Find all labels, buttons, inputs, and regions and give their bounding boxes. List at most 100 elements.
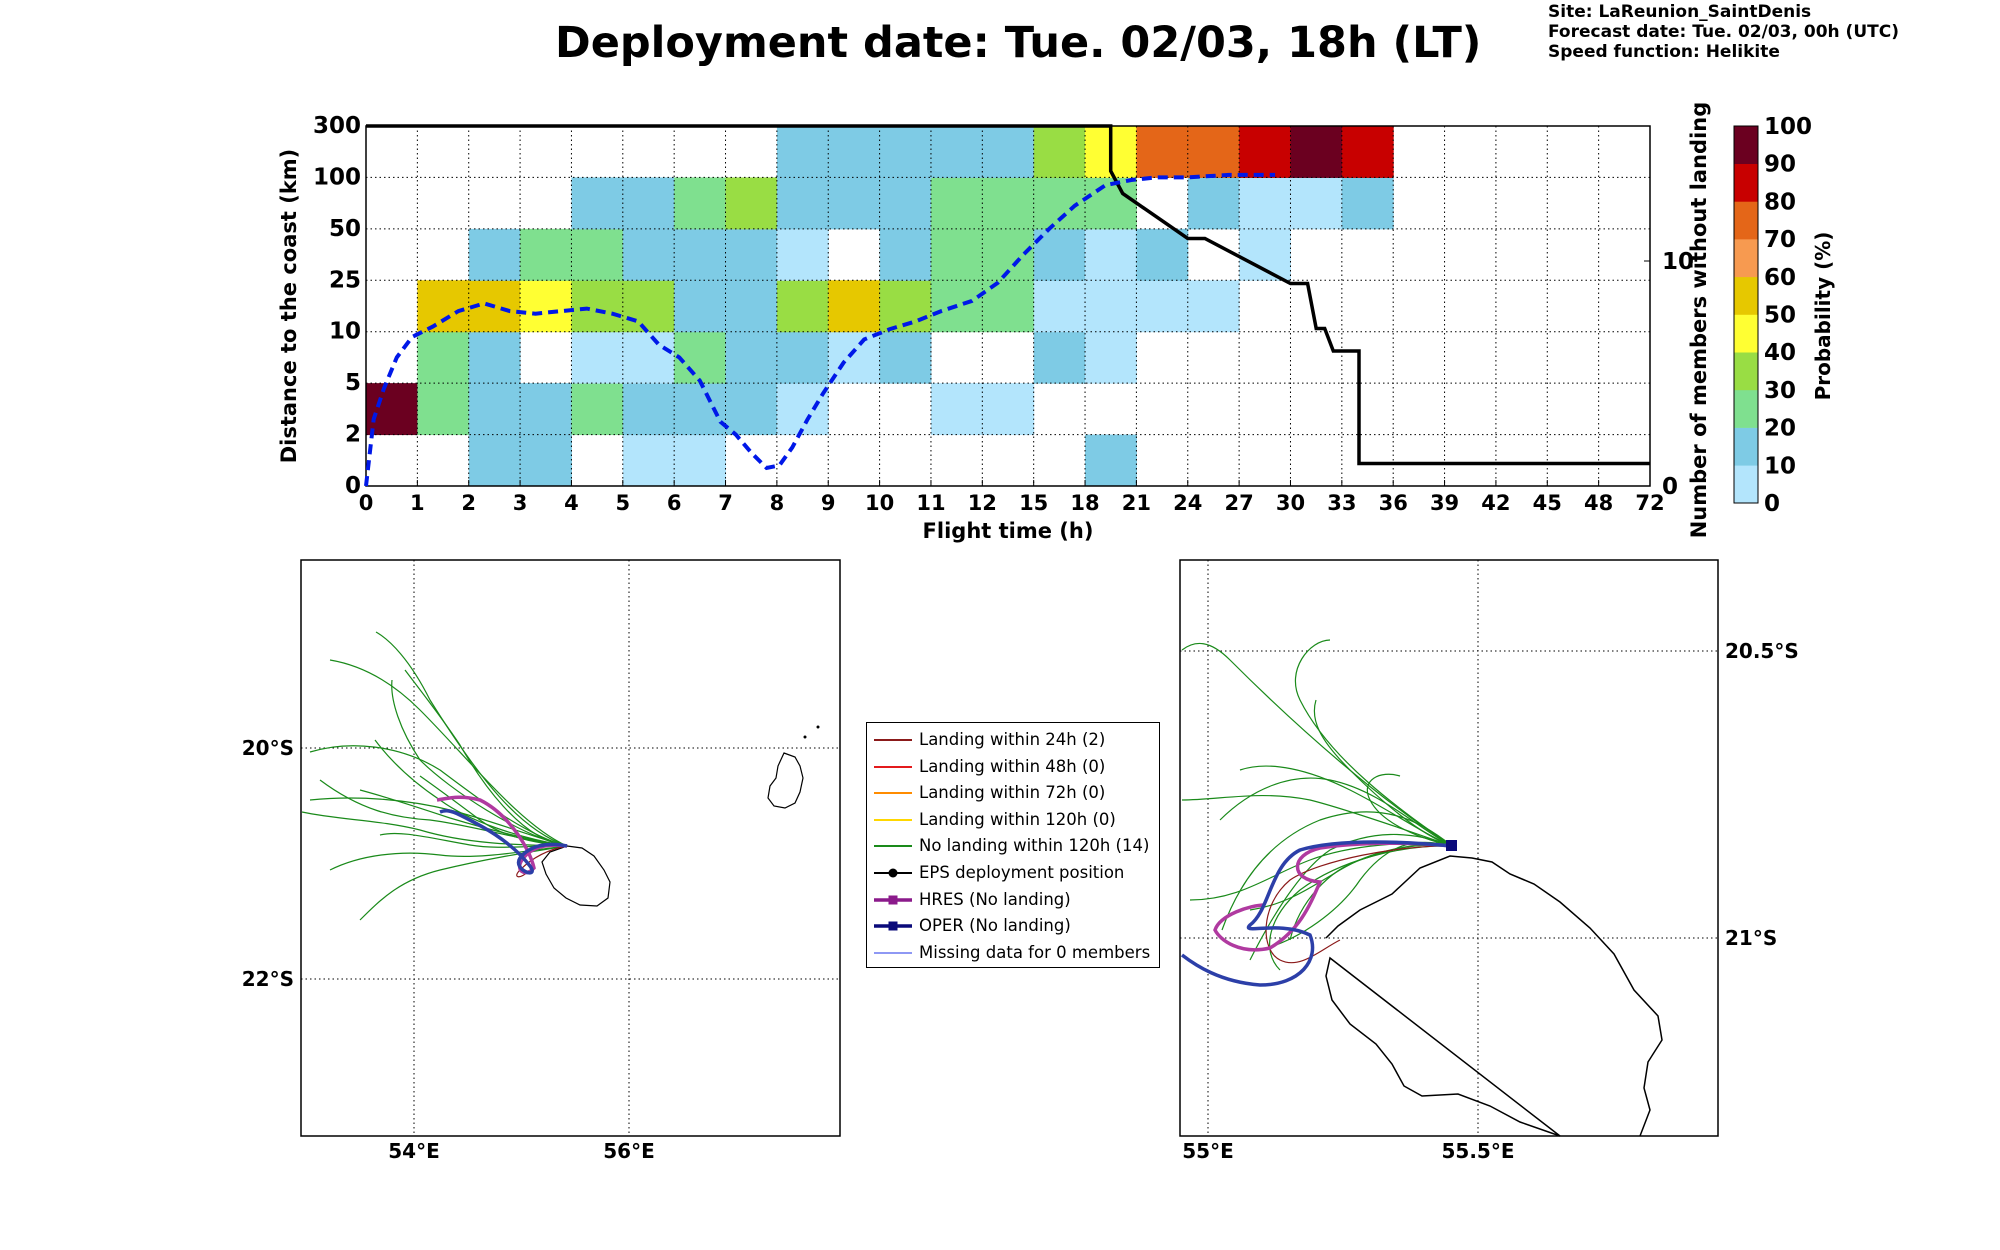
heatmap-cell	[1239, 177, 1291, 230]
heatmap-cell	[930, 228, 983, 281]
right-map-lat-label: 20.5°S	[1725, 639, 1799, 663]
colorbar-tick-label: 90	[1764, 152, 1796, 178]
x-tick-label: 10	[865, 491, 894, 515]
heatmap-cell	[982, 383, 1035, 436]
heatmap-cell	[366, 383, 418, 436]
y2-tick-label: 10	[1662, 249, 1694, 275]
heatmap-cell	[1085, 331, 1137, 384]
islet	[816, 725, 820, 729]
x-tick-label: 45	[1533, 491, 1562, 515]
y-tick-label: 50	[329, 216, 361, 242]
heatmap-cell	[1187, 177, 1240, 230]
right-map-no-landing-trajectory	[1294, 639, 1453, 847]
x-tick-label: 24	[1173, 491, 1202, 515]
legend-swatch	[874, 765, 912, 768]
right-map-deployment-marker	[1446, 840, 1457, 851]
heatmap-cell	[622, 434, 675, 487]
colorbar-tick-label: 10	[1764, 453, 1796, 479]
legend-entry: No landing within 120h (14)	[867, 833, 1159, 859]
heatmap-cell	[776, 383, 829, 436]
y-tick-label: 300	[313, 113, 361, 139]
heatmap-cell	[520, 383, 572, 436]
heatmap-cell	[622, 228, 675, 281]
page-title: Deployment date: Tue. 02/03, 18h (LT)	[555, 18, 1482, 68]
y-axis-label: Distance to the coast (km)	[277, 149, 301, 464]
left-map-no-landing-trajectory	[319, 779, 568, 847]
right-map-no-landing-trajectory	[1249, 844, 1453, 911]
x-tick-label: 0	[359, 491, 374, 515]
heatmap-cell	[571, 177, 624, 230]
heatmap-cell	[1136, 228, 1189, 281]
colorbar-tick-label: 100	[1764, 114, 1812, 140]
heatmap-cell	[1187, 280, 1240, 333]
right-map-no-landing-trajectory	[1239, 765, 1453, 847]
heatmap-cell	[982, 280, 1035, 333]
heatmap-cell	[879, 126, 932, 178]
y2-axis-label: Number of members without landing	[1687, 102, 1711, 539]
right-map-no-landing-trajectory	[1219, 777, 1453, 847]
heatmap-cell	[1341, 126, 1394, 178]
legend-entry: EPS deployment position	[867, 860, 1159, 886]
x-tick-label: 18	[1070, 491, 1099, 515]
heatmap-cell	[725, 228, 778, 281]
speed-function-label: Speed function: Helikite	[1548, 42, 1780, 62]
heatmap-cell	[674, 383, 727, 436]
heatmap-cell	[879, 228, 932, 281]
heatmap-cell	[1187, 126, 1240, 178]
colorbar-tick-label: 40	[1764, 340, 1796, 366]
y-tick-label: 100	[313, 164, 361, 190]
legend-swatch	[874, 921, 912, 931]
heatmap-cell	[1085, 177, 1137, 230]
colorbar-segment	[1734, 427, 1758, 466]
heatmap-cell	[468, 434, 521, 487]
heatmap-cell	[1033, 126, 1086, 178]
right-map-no-landing-trajectory	[1249, 833, 1453, 961]
right-map-frame	[1179, 559, 1719, 1137]
heatmap-cell	[1136, 280, 1189, 333]
heatmap-cell	[622, 280, 675, 333]
legend-entry-label: Landing within 48h (0)	[919, 756, 1106, 776]
heatmap-cell	[571, 331, 624, 384]
heatmap-cell	[417, 383, 470, 436]
heatmap-cell	[674, 331, 727, 384]
colorbar-segment	[1734, 126, 1758, 164]
legend-entry-label: HRES (No landing)	[919, 889, 1071, 909]
colorbar-segment	[1734, 389, 1758, 428]
x-tick-label: 7	[718, 491, 733, 515]
heatmap-cell	[520, 280, 572, 333]
heatmap-cell	[1290, 126, 1343, 178]
colorbar-tick-label: 0	[1764, 491, 1780, 517]
heatmap-cell	[725, 383, 778, 436]
legend-entry: Landing within 24h (2)	[867, 727, 1159, 753]
x-tick-label: 15	[1019, 491, 1048, 515]
colorbar-segment	[1734, 314, 1758, 353]
heatmap-cell	[674, 228, 727, 281]
reunion-coastline	[1325, 855, 1663, 1137]
heatmap-cell	[982, 126, 1035, 178]
right-map-no-landing-trajectory	[1181, 794, 1453, 847]
legend-entry-label: Landing within 120h (0)	[919, 809, 1116, 829]
left-map-oper-trajectory	[439, 809, 568, 875]
x-tick-label: 21	[1122, 491, 1151, 515]
x-tick-label: 42	[1481, 491, 1510, 515]
x-tick-label: 4	[564, 491, 579, 515]
heatmap-cell	[571, 383, 624, 436]
reunion-island-small	[541, 845, 611, 907]
left-map-no-landing-trajectory	[391, 679, 568, 847]
heatmap-cell	[571, 228, 624, 281]
right-map-lat-label: 21°S	[1725, 926, 1777, 950]
right-map-no-landing-trajectory	[1189, 842, 1453, 901]
colorbar-tick-label: 60	[1764, 265, 1796, 291]
left-map-no-landing-trajectory	[301, 811, 568, 847]
x-axis-label: Flight time (h)	[923, 519, 1094, 543]
legend-swatch	[874, 739, 912, 741]
heatmap-cell	[571, 280, 624, 333]
legend-entry-label: EPS deployment position	[919, 863, 1125, 882]
right-map-landing-trajectory	[1265, 845, 1453, 964]
legend-swatch	[874, 818, 912, 821]
right-map-no-landing-trajectory	[1259, 841, 1453, 951]
heatmap-cell	[828, 280, 881, 333]
heatmap-cell	[776, 280, 829, 333]
heatmap-cell	[776, 331, 829, 384]
left-map-frame	[300, 559, 841, 1137]
